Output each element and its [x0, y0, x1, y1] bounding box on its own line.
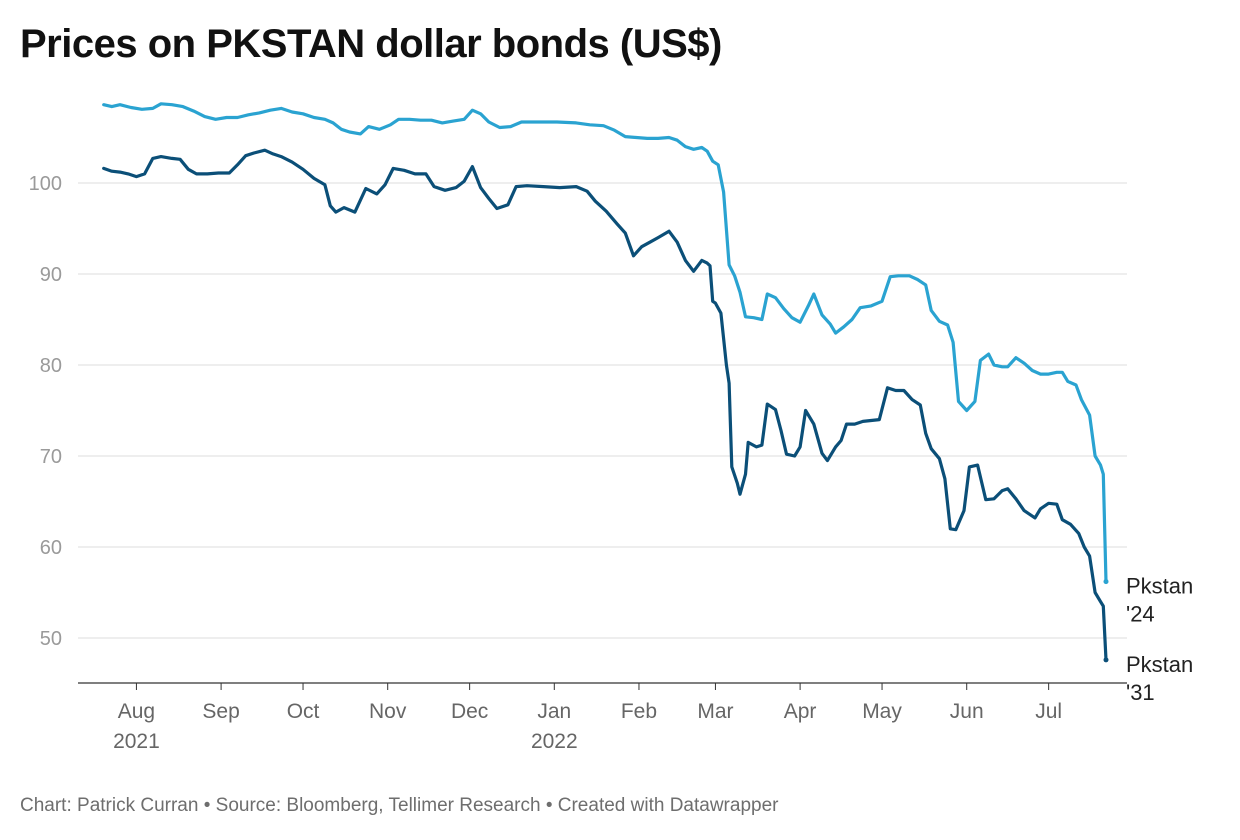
y-tick-label: 70 [40, 446, 62, 468]
y-tick-label: 60 [40, 537, 62, 559]
series-label-0: Pkstan [1126, 574, 1193, 599]
gridlines [78, 182, 1127, 684]
series-label-1: Pkstan [1126, 652, 1193, 677]
y-tick-label: 50 [40, 628, 62, 650]
series-end-point-0 [1103, 579, 1109, 585]
x-tick-label: Sep [202, 700, 239, 723]
series-line-1 [102, 148, 1108, 662]
y-axis-ticks: 50 60 70 80 90 100 [29, 173, 62, 650]
series-line-0 [102, 102, 1108, 584]
x-tick-label: Nov [369, 700, 407, 723]
chart-title: Prices on PKSTAN dollar bonds (US$) [20, 22, 722, 66]
x-tick-year-label: 2021 [113, 730, 160, 753]
x-tick-label: Mar [697, 700, 733, 723]
x-tick-label: Jun [950, 700, 984, 723]
series-lines [102, 102, 1109, 663]
x-axis-ticks: Aug 2021 Sep Oct Nov Dec Jan 2022 Feb Mar Apr May Ju… [113, 683, 1062, 753]
x-tick-label: Aug [118, 700, 155, 723]
y-tick-label: 100 [29, 173, 62, 195]
series-end-point-1 [1103, 657, 1109, 663]
x-tick-year-label: 2022 [531, 730, 578, 753]
y-tick-label: 80 [40, 355, 62, 377]
x-tick-label: Apr [784, 700, 817, 723]
chart-footer: Chart: Patrick Curran • Source: Bloomber… [20, 795, 779, 816]
x-tick-label: Jul [1035, 700, 1062, 723]
y-tick-label: 90 [40, 264, 62, 286]
x-tick-label: May [862, 700, 902, 723]
series-label-0: '24 [1126, 602, 1155, 627]
series-label-1: '31 [1126, 680, 1155, 705]
x-tick-label: Jan [537, 700, 571, 723]
series-labels: Pkstan '24 Pkstan '31 [1126, 574, 1193, 705]
x-tick-label: Feb [621, 700, 657, 723]
x-tick-label: Oct [287, 700, 320, 723]
x-tick-label: Dec [451, 700, 488, 723]
